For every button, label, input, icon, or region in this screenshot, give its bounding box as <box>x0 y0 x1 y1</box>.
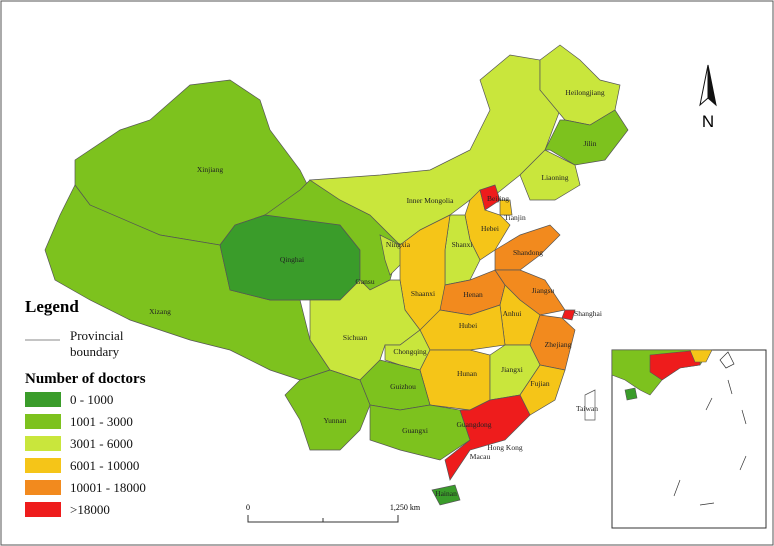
place-label: Hubei <box>459 321 477 330</box>
place-label: Shanxi <box>452 240 473 249</box>
provinces <box>44 44 629 506</box>
north-arrow: N <box>699 64 717 131</box>
province <box>419 349 491 411</box>
inset-land <box>624 387 638 401</box>
legend-swatch <box>25 458 61 473</box>
province <box>499 199 513 216</box>
legend-label: >18000 <box>70 502 110 517</box>
legend-label: 1001 - 3000 <box>70 414 133 429</box>
legend-label: 6001 - 10000 <box>70 458 139 473</box>
legend-label: 10001 - 18000 <box>70 480 146 495</box>
north-arrow-shape <box>707 64 717 107</box>
province <box>444 394 531 481</box>
province <box>584 389 596 421</box>
legend-title: Legend <box>25 297 79 316</box>
legend-text: boundary <box>70 344 120 359</box>
province <box>379 234 406 276</box>
province <box>519 364 566 416</box>
place-label: Ningxia <box>386 240 411 249</box>
place-label: Qinghai <box>280 255 304 264</box>
legend-swatch <box>25 436 61 451</box>
province <box>519 149 581 201</box>
place-labels: Xinjiang Xizang Qinghai Gansu Inner Mong… <box>149 88 605 498</box>
scale-label: 1,250 km <box>390 503 421 512</box>
place-label: Xizang <box>149 307 171 316</box>
legend-label: 0 - 1000 <box>70 392 113 407</box>
place-label: Macau <box>470 452 491 461</box>
place-label: Hunan <box>457 369 477 378</box>
place-label: Anhui <box>503 309 522 318</box>
scale-bar-line <box>247 515 399 523</box>
place-label: Jilin <box>584 139 597 148</box>
province <box>431 484 461 506</box>
place-label: Fujian <box>530 379 549 388</box>
province <box>561 309 576 321</box>
place-label: Tianjin <box>504 213 526 222</box>
place-label: Shanghai <box>574 309 602 318</box>
scale-label: 0 <box>246 503 250 512</box>
place-label: Henan <box>463 290 483 299</box>
legend-swatch <box>25 392 61 407</box>
place-label: Heilongjiang <box>565 88 604 97</box>
place-label: Shandong <box>513 248 543 257</box>
province <box>539 44 621 126</box>
place-label: Xinjiang <box>197 165 223 174</box>
place-label: Guangxi <box>402 426 428 435</box>
inset-boundary <box>673 351 747 506</box>
place-label: Sichuan <box>343 333 367 342</box>
legend: Legend Provincial boundary Number of doc… <box>25 297 146 517</box>
legend-text: Provincial <box>70 328 124 343</box>
place-label: Hebei <box>481 224 499 233</box>
legend-swatch <box>25 480 61 495</box>
place-label: Shaanxi <box>411 289 435 298</box>
place-label: Zhejiang <box>545 340 572 349</box>
place-label: Yunnan <box>324 416 347 425</box>
place-label: Chongqing <box>393 347 427 356</box>
place-label: Jiangsu <box>532 286 555 295</box>
scale-bar: 0 1,250 km <box>246 503 421 523</box>
place-label: Hainan <box>435 489 457 498</box>
place-label: Guizhou <box>390 382 416 391</box>
province <box>284 369 371 451</box>
province <box>544 109 629 166</box>
legend-label: 3001 - 6000 <box>70 436 133 451</box>
place-label: Hong Kong <box>487 443 522 452</box>
place-label: Beijing <box>487 194 509 203</box>
place-label: Taiwan <box>576 404 598 413</box>
legend-swatch <box>25 414 61 429</box>
place-label: Gansu <box>355 277 374 286</box>
place-label: Guangdong <box>457 420 492 429</box>
place-label: Jiangxi <box>501 365 523 374</box>
north-label: N <box>702 112 714 131</box>
place-label: Inner Mongolia <box>407 196 455 205</box>
legend-subtitle: Number of doctors <box>25 371 146 387</box>
place-label: Liaoning <box>541 173 568 182</box>
legend-swatch <box>25 502 61 517</box>
inset <box>611 349 767 529</box>
inset-land <box>689 349 713 363</box>
